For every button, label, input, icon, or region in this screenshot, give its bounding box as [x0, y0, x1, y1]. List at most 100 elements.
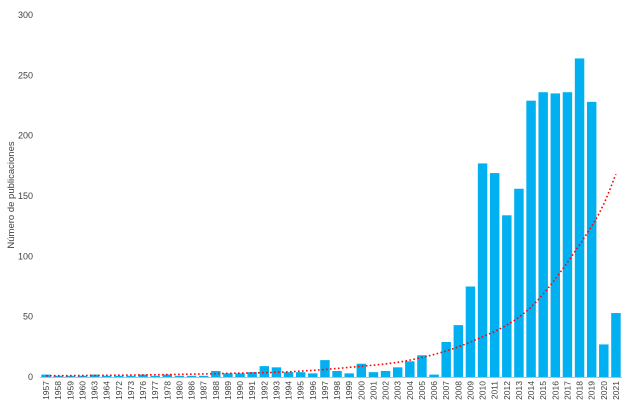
x-tick-label: 1957 — [41, 381, 51, 400]
y-axis-title: Número de publicaciones — [6, 141, 17, 248]
y-tick-label: 300 — [18, 10, 33, 20]
x-tick-label: 1980 — [174, 381, 184, 400]
y-tick-label: 150 — [18, 191, 33, 201]
x-tick-label: 1976 — [138, 381, 148, 400]
bar — [356, 363, 367, 377]
bar — [259, 366, 270, 377]
bar — [138, 374, 148, 377]
x-tick-label: 2018 — [575, 381, 585, 400]
bar — [502, 215, 512, 377]
x-tick-label: 1977 — [150, 381, 160, 400]
bar — [611, 313, 621, 377]
bar — [247, 372, 257, 377]
bar — [211, 370, 221, 377]
bar — [295, 372, 306, 377]
x-tick-label: 1991 — [247, 381, 257, 400]
x-tick-label: 1964 — [102, 381, 112, 400]
x-tick-label: 1986 — [187, 381, 197, 400]
x-tick-label: 1994 — [284, 381, 294, 400]
x-tick-label: 2015 — [538, 381, 548, 400]
x-tick-label: 2002 — [381, 381, 391, 400]
x-tick-label: 2011 — [490, 381, 500, 400]
x-tick-label: 1992 — [259, 381, 269, 400]
y-axis-tick-labels: 0 50 100 150 200 250 300 — [18, 10, 33, 382]
bar — [150, 375, 160, 377]
bar — [271, 367, 282, 377]
bar — [308, 373, 318, 377]
x-tick-label: 1988 — [211, 381, 221, 400]
x-tick-label: 2014 — [526, 381, 536, 400]
x-tick-label: 2006 — [429, 381, 439, 400]
bar — [77, 375, 88, 377]
bar — [368, 372, 379, 377]
bar — [453, 325, 464, 377]
bar — [429, 374, 439, 377]
bars — [41, 58, 621, 377]
x-tick-label: 2019 — [587, 381, 597, 400]
bar — [235, 373, 245, 377]
bar — [441, 342, 451, 377]
x-tick-label: 2008 — [453, 381, 463, 400]
x-tick-label: 2016 — [550, 381, 560, 400]
x-tick-label: 1997 — [320, 381, 330, 400]
bar — [198, 375, 209, 377]
y-tick-label: 250 — [18, 70, 33, 80]
x-tick-label: 1960 — [77, 381, 87, 400]
bar — [550, 93, 561, 377]
y-tick-label: 0 — [28, 372, 33, 382]
bar — [586, 101, 597, 377]
x-tick-label: 1958 — [53, 381, 63, 400]
bar — [562, 92, 573, 377]
x-tick-label: 2010 — [478, 381, 488, 400]
bar — [477, 163, 488, 377]
bar — [574, 58, 585, 377]
trend-line — [46, 173, 617, 377]
bar — [174, 375, 185, 377]
bar — [599, 344, 609, 377]
bar — [320, 360, 330, 377]
x-tick-label: 2004 — [405, 381, 415, 400]
y-tick-label: 200 — [18, 131, 33, 141]
bar — [223, 373, 233, 377]
x-tick-label: 2017 — [562, 381, 572, 400]
x-tick-label: 2020 — [599, 381, 609, 400]
x-tick-label: 1990 — [235, 381, 245, 400]
bar — [162, 374, 173, 377]
bar — [344, 373, 354, 377]
x-tick-label: 1973 — [126, 381, 136, 400]
bar — [332, 370, 342, 377]
bar — [405, 361, 415, 377]
y-tick-label: 50 — [23, 312, 33, 322]
bar — [101, 375, 112, 377]
bar — [114, 375, 124, 377]
bar — [126, 375, 136, 377]
x-tick-label: 2012 — [502, 381, 512, 400]
bar — [283, 372, 294, 377]
x-tick-label: 2013 — [514, 381, 524, 400]
x-tick-label: 1993 — [271, 381, 281, 400]
bar — [489, 173, 500, 377]
x-tick-label: 1978 — [162, 381, 172, 400]
x-axis-tick-labels: 1957 1958 1959 1960 1963 1964 1972 1973 1976 1977… — [41, 381, 621, 400]
x-tick-label: 2021 — [611, 381, 621, 400]
bar — [465, 286, 476, 377]
bar — [526, 100, 536, 377]
bar — [538, 92, 548, 377]
bar — [514, 188, 524, 377]
x-tick-label: 2003 — [393, 381, 403, 400]
bar — [186, 375, 197, 377]
x-tick-label: 2009 — [465, 381, 475, 400]
x-tick-label: 2001 — [368, 381, 378, 400]
x-tick-label: 1999 — [344, 381, 354, 400]
x-tick-label: 1987 — [199, 381, 209, 400]
x-tick-label: 1998 — [332, 381, 342, 400]
bar — [392, 367, 403, 377]
x-tick-label: 1996 — [308, 381, 318, 400]
y-tick-label: 100 — [18, 251, 33, 261]
x-tick-label: 1972 — [114, 381, 124, 400]
x-tick-label: 1963 — [90, 381, 100, 400]
x-tick-label: 1989 — [223, 381, 233, 400]
x-tick-label: 2000 — [356, 381, 366, 400]
bar — [417, 355, 427, 377]
